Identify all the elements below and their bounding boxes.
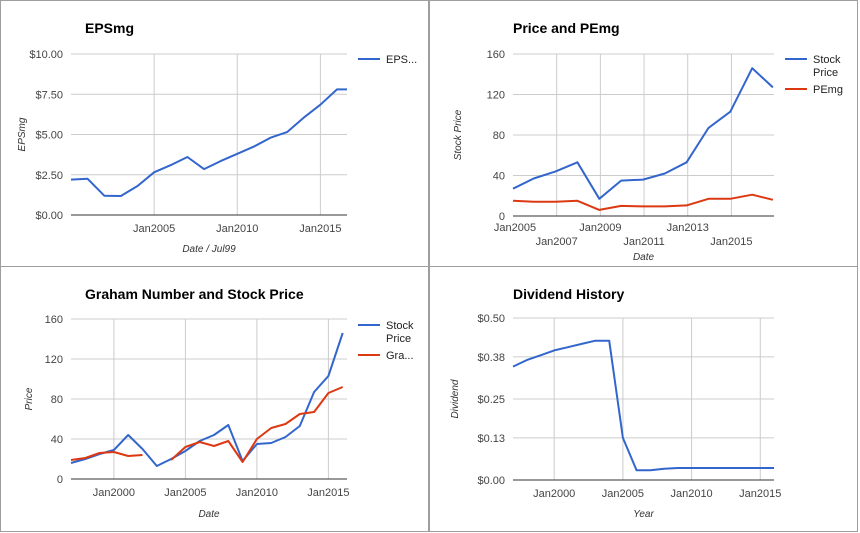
x-tick-label: Jan2015	[739, 488, 781, 500]
x-tick-label: Jan2005	[602, 488, 644, 500]
y-tick-label: $0.00	[35, 210, 63, 222]
y-tick-label: $0.00	[477, 475, 505, 487]
y-tick-label: 120	[45, 354, 63, 366]
y-tick-label: $0.50	[477, 313, 505, 325]
x-tick-label: Jan2000	[93, 487, 135, 499]
y-axis-label: Dividend	[450, 379, 461, 418]
y-tick-label: 0	[57, 474, 63, 486]
y-axis-label: Stock Price	[453, 109, 464, 160]
x-tick-label: Jan2005	[494, 222, 536, 234]
legend-label: EPS...	[386, 54, 417, 66]
chart-panel-dividend-history: Dividend History $0.00 $0.13 $0.25 $0.38 $0.5…	[429, 266, 858, 532]
y-tick-label: 80	[493, 130, 505, 142]
y-tick-label: 160	[45, 314, 63, 326]
y-tick-label: $0.38	[477, 352, 505, 364]
legend-label: PEmg	[813, 84, 843, 96]
x-tick-label: Jan2015	[299, 223, 341, 235]
chart-title-price-pemg: Price and PEmg	[513, 20, 620, 36]
y-tick-label: 0	[499, 211, 505, 223]
chart-svg-epsmg: EPSmg $0.00 $2.50 $5.00 $7.50 $10.00 Jan2005 Ja…	[17, 20, 417, 255]
x-tick-label: Jan2009	[579, 222, 621, 234]
series-line-secondary	[170, 386, 344, 463]
x-tick-label: Jan2011	[623, 236, 664, 248]
chart-panel-price-pemg: Price and PEmg 0 40 80 120 160 Jan2005 Jan2007 J…	[429, 0, 858, 267]
y-tick-label: $0.13	[477, 433, 505, 445]
x-tick-label: Jan2005	[133, 223, 175, 235]
legend-label: Price	[813, 67, 838, 79]
chart-svg-price-pemg: Price and PEmg04080120160Jan2005Jan2007J…	[453, 20, 843, 263]
chart-svg-graham-number: Graham Number and Stock Price 0 40 80 120 160…	[24, 286, 414, 520]
y-axis-label: EPSmg	[17, 117, 28, 151]
x-tick-label: Jan2010	[216, 223, 258, 235]
y-tick-label: 80	[51, 394, 63, 406]
y-tick-label: $5.00	[35, 130, 63, 142]
chart-title-graham: Graham Number and Stock Price	[85, 286, 304, 302]
y-tick-label: 160	[487, 49, 505, 61]
x-tick-label: Jan2000	[533, 488, 575, 500]
y-axis-label: Price	[24, 387, 35, 410]
chart-title-dividend: Dividend History	[513, 286, 624, 302]
series-line-primary	[512, 67, 774, 200]
y-tick-label: 120	[487, 90, 505, 102]
x-tick-label: Jan2015	[710, 236, 752, 248]
legend-label: Price	[386, 333, 411, 345]
chart-panel-epsmg: EPSmg $0.00 $2.50 $5.00 $7.50 $10.00 Jan2005 Ja…	[0, 0, 429, 267]
legend-label: Stock	[386, 320, 414, 332]
x-tick-label: Jan2010	[670, 488, 712, 500]
x-tick-label: Jan2010	[236, 487, 278, 499]
x-tick-label: Jan2015	[307, 487, 349, 499]
y-tick-label: $0.25	[477, 394, 505, 406]
series-line-primary	[70, 332, 344, 467]
chart-svg-dividend-history: Dividend History $0.00 $0.13 $0.25 $0.38 $0.5…	[450, 286, 781, 520]
chart-title-epsmg: EPSmg	[85, 20, 134, 36]
y-tick-label: 40	[51, 434, 63, 446]
y-tick-label: 40	[493, 171, 505, 183]
series-line-primary	[70, 88, 347, 197]
series-line-primary	[512, 339, 774, 472]
legend-label: Stock	[813, 54, 841, 66]
y-tick-label: $7.50	[35, 89, 63, 101]
series-line-secondary	[512, 193, 774, 211]
x-axis-label: Date / Jul99	[182, 244, 236, 255]
x-tick-label: Jan2013	[667, 222, 709, 234]
y-tick-label: $10.00	[29, 49, 63, 61]
chart-panel-graham-number: Graham Number and Stock Price 0 40 80 120 160…	[0, 266, 429, 532]
y-tick-label: $2.50	[35, 170, 63, 182]
x-axis-label: Date	[633, 252, 655, 263]
x-tick-label: Jan2005	[164, 487, 206, 499]
legend-label: Gra...	[386, 350, 414, 362]
x-axis-label: Year	[633, 509, 654, 520]
x-tick-label: Jan2007	[536, 236, 578, 248]
x-axis-label: Date	[198, 509, 220, 520]
series-line-secondary	[70, 451, 143, 461]
